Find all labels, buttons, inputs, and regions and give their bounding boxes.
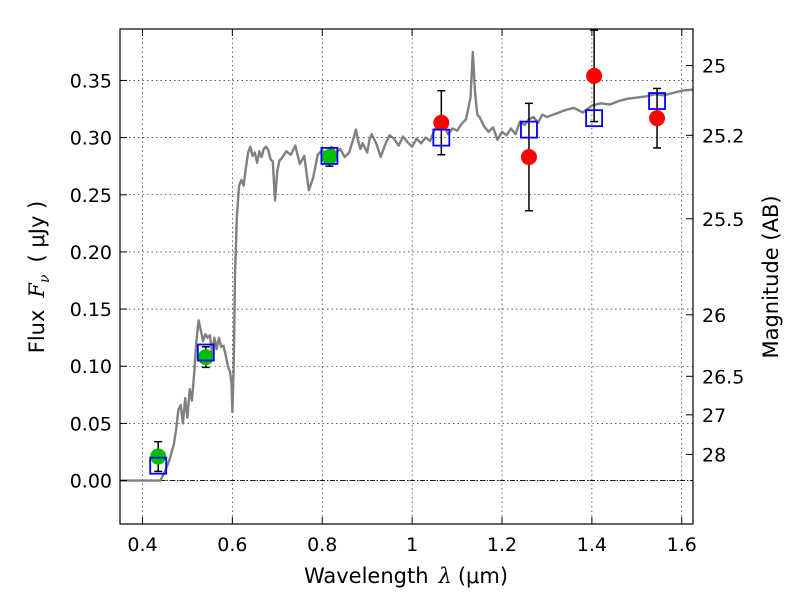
- x-axis: 0.4 0.6 0.8 1 1.2 1.4 1.6: [127, 29, 697, 556]
- y-tick-label: 0.20: [70, 242, 112, 264]
- y-tick-label: 0.25: [70, 185, 112, 207]
- magnitude-tick-label: 25: [702, 56, 726, 78]
- x-tick-label: 1.2: [487, 534, 517, 556]
- x-tick-label: 1: [406, 534, 418, 556]
- y-tick-label: 0.00: [70, 471, 112, 493]
- magnitude-tick-label: 27: [702, 405, 726, 427]
- red-data-point: [433, 114, 450, 131]
- y-tick-label: 0.05: [70, 413, 112, 435]
- red-data-point: [520, 149, 537, 166]
- green-data-point: [321, 149, 338, 166]
- magnitude-axis-label: Magnitude (AB): [759, 195, 783, 358]
- y-axis-label: FluxFν( μJy ): [25, 201, 53, 353]
- x-axis-label: Wavelength λ (μm): [304, 564, 508, 588]
- plot-frame: [119, 28, 694, 525]
- red-data-point: [649, 110, 666, 127]
- magnitude-tick-label: 25.5: [702, 209, 744, 231]
- model-flux-square: [648, 92, 666, 110]
- spectrum-line: [120, 50, 694, 482]
- model-flux-square: [520, 120, 538, 139]
- green-data-point: [197, 349, 214, 366]
- green-data-point: [150, 448, 167, 465]
- magnitude-tick-label: 28: [702, 444, 726, 466]
- x-tick-label: 1.6: [667, 534, 697, 556]
- magnitude-tick-label: 25.2: [702, 125, 744, 147]
- magnitude-axis: 25 25.2 25.5 26 26.5 27 28: [686, 56, 744, 466]
- points-layer: [150, 67, 666, 465]
- x-tick-label: 0.8: [307, 534, 337, 556]
- model-flux-square: [432, 128, 451, 147]
- x-tick-label: 0.6: [217, 534, 247, 556]
- model-flux-square: [149, 456, 168, 475]
- y-axis: 0.00 0.05 0.10 0.15 0.20 0.25 0.30 0.35: [70, 70, 127, 493]
- squares-layer: [149, 92, 666, 475]
- y-tick-label: 0.10: [70, 356, 112, 378]
- y-tick-label: 0.15: [70, 299, 112, 321]
- red-data-point: [586, 67, 603, 84]
- model-flux-square: [196, 343, 215, 362]
- model-flux-square: [320, 146, 339, 165]
- y-tick-label: 0.30: [70, 128, 112, 150]
- model-flux-square: [585, 109, 604, 128]
- magnitude-tick-label: 26: [702, 305, 726, 327]
- errorbar-layer: [154, 29, 662, 473]
- spectrum-layer: [120, 50, 694, 482]
- x-tick-label: 0.4: [127, 534, 157, 556]
- y-tick-label: 0.35: [70, 70, 112, 92]
- magnitude-tick-label: 26.5: [702, 366, 744, 388]
- x-tick-label: 1.4: [577, 534, 607, 556]
